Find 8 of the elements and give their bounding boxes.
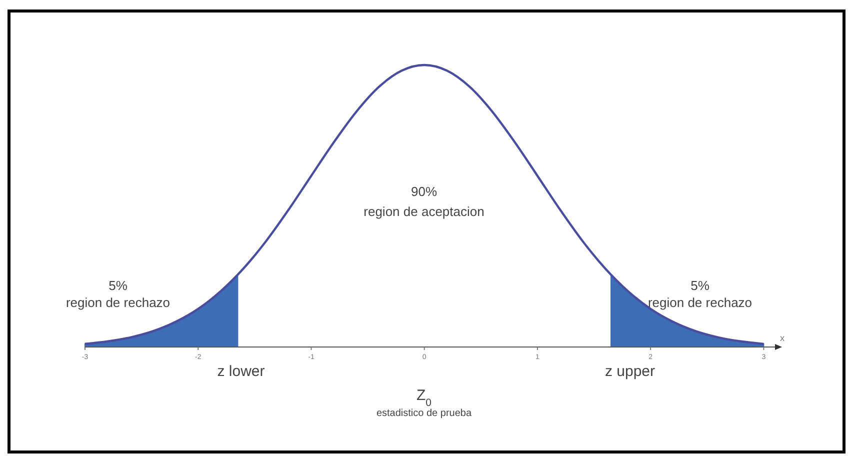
text: Z$_{0}$ xyxy=(416,387,432,409)
x-axis-title: x xyxy=(780,333,785,343)
annotation: 90% region de aceptacion xyxy=(364,184,484,219)
annotation: 5% region de rechazo xyxy=(648,278,752,310)
annotation: 5% region de rechazo xyxy=(66,278,170,310)
text: estadistico de prueba xyxy=(376,408,472,419)
text: z upper xyxy=(604,363,656,380)
text: z lower xyxy=(217,363,265,380)
